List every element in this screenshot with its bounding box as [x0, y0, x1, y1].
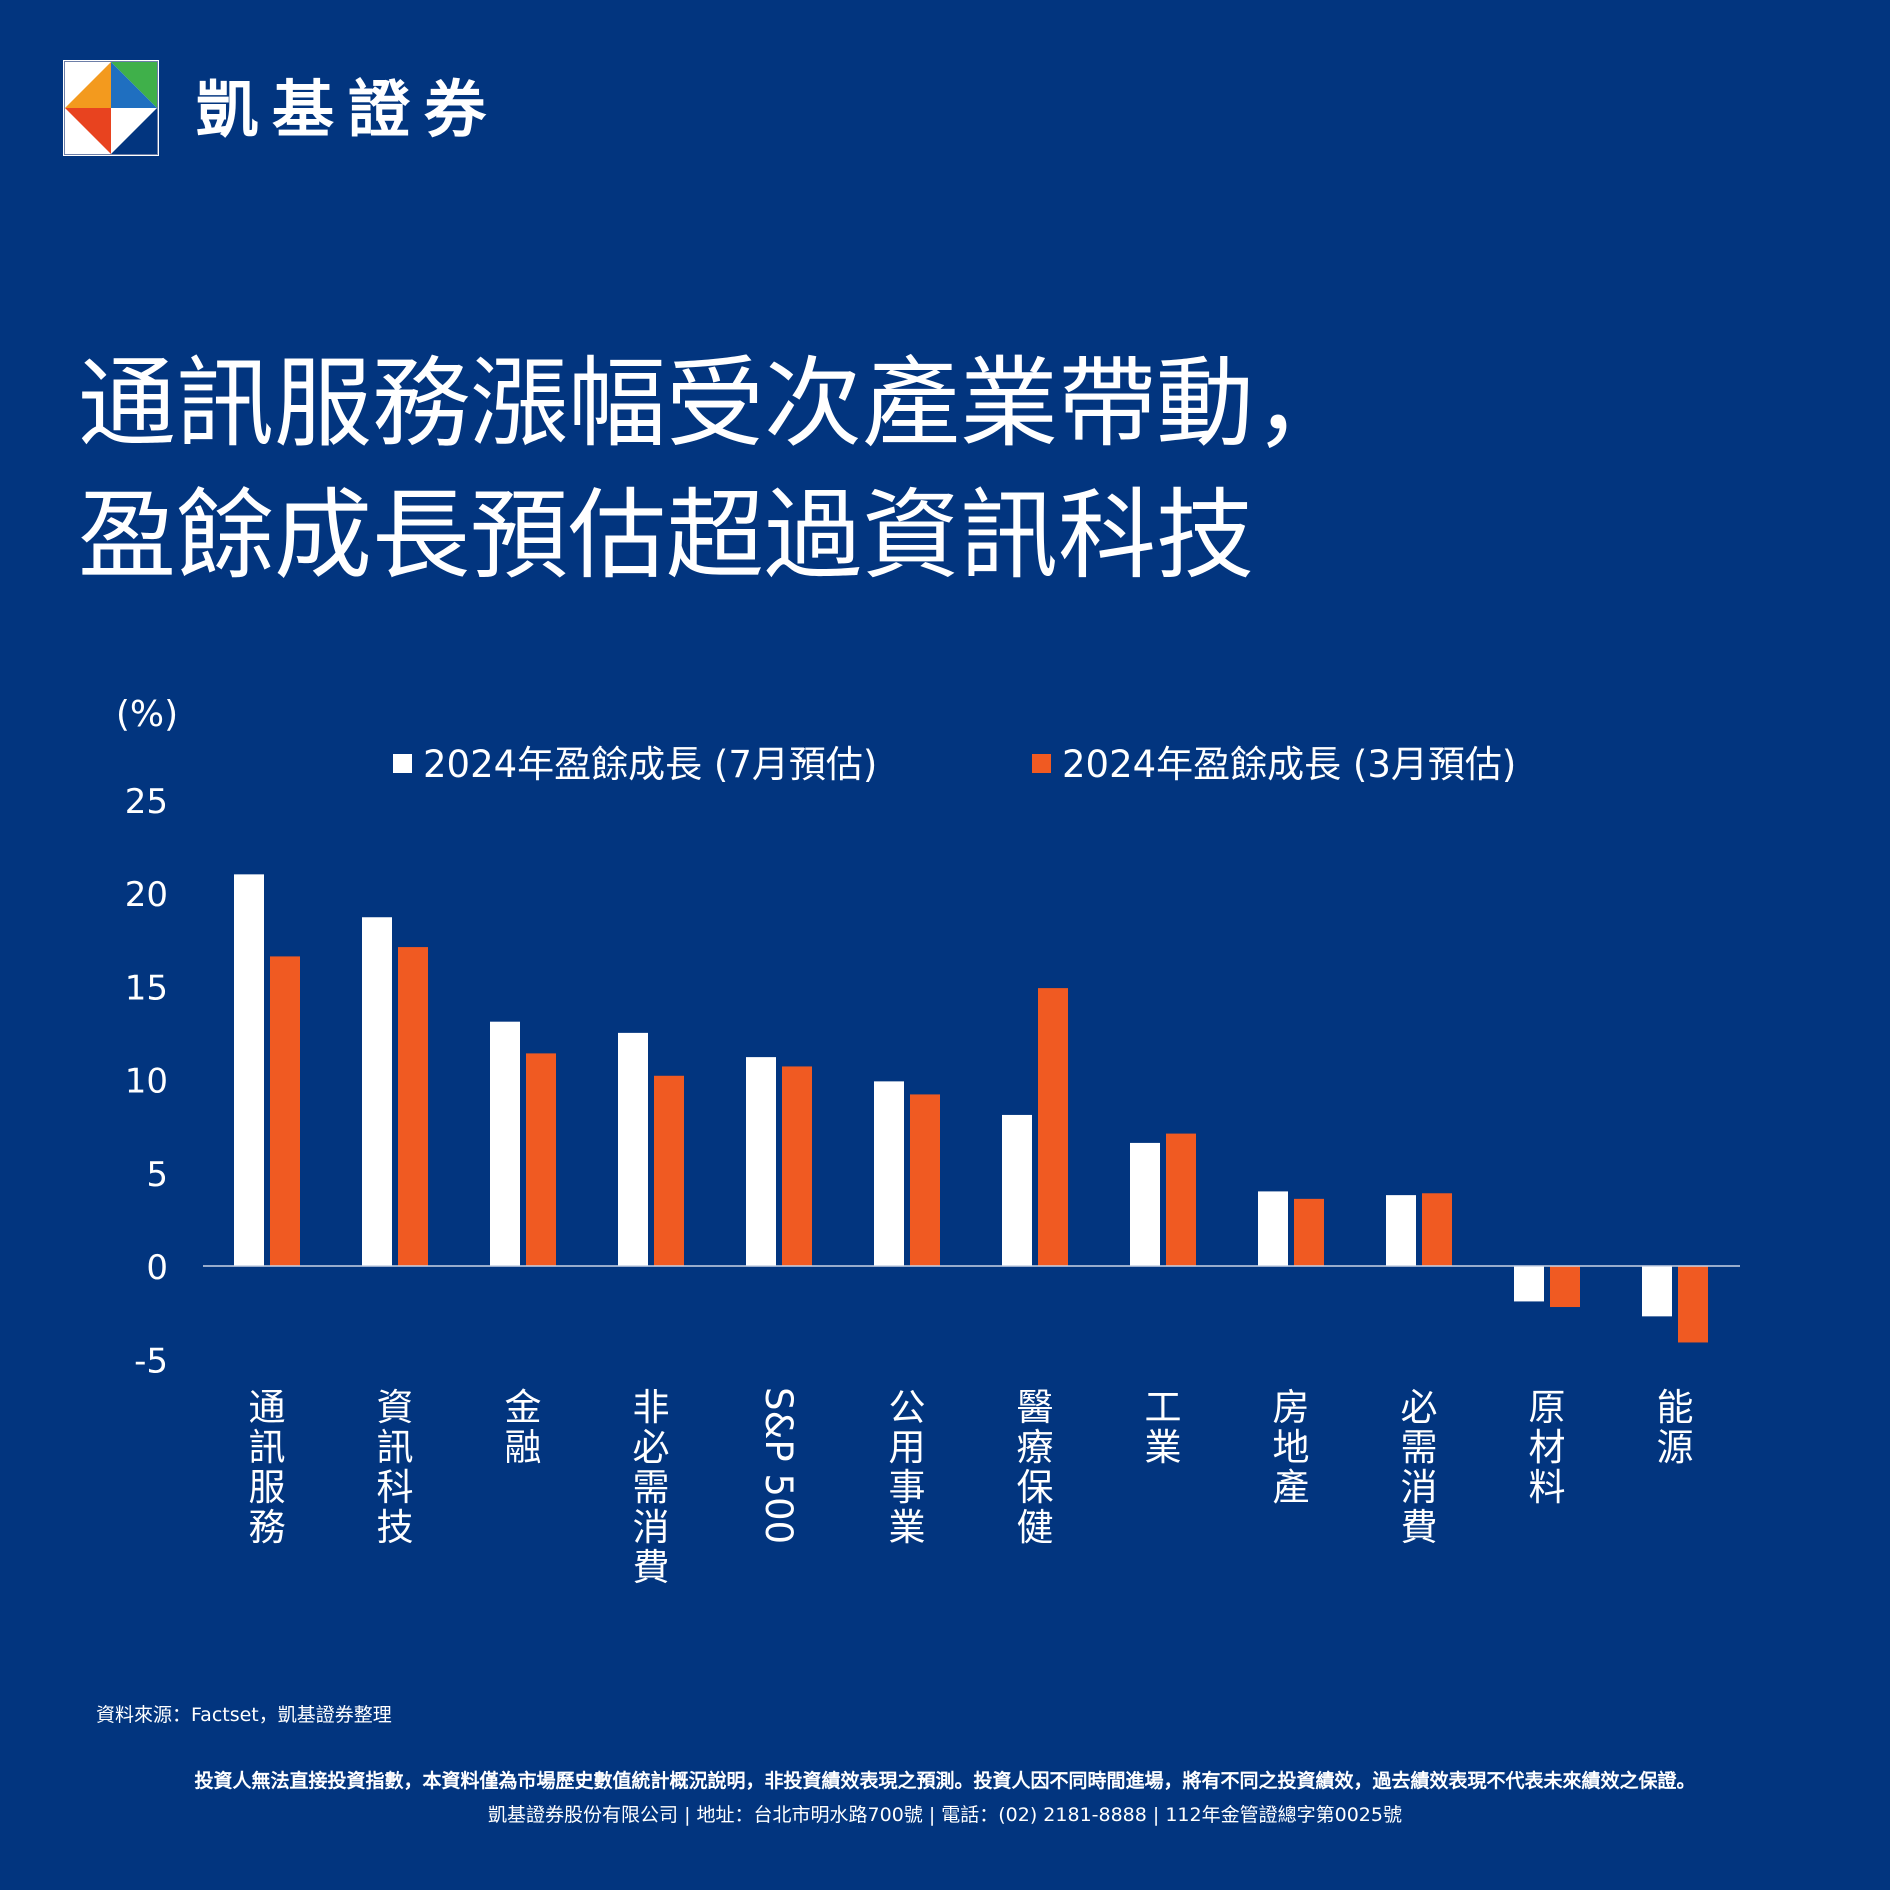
bar: [1422, 1193, 1452, 1266]
bar: [618, 1032, 648, 1266]
y-tick-label: 5: [146, 1155, 168, 1195]
bar: [1038, 988, 1068, 1266]
bar: [1166, 1133, 1196, 1266]
y-tick-label: 15: [125, 968, 168, 1008]
category-label: S&P 500: [757, 1387, 800, 1544]
headline: 通訊服務漲幅受次產業帶動， 盈餘成長預估超過資訊科技: [78, 338, 1838, 602]
bar: [1642, 1266, 1672, 1317]
y-tick-label: 25: [125, 782, 168, 822]
category-label: 金融: [505, 1386, 542, 1469]
bar: [1258, 1191, 1288, 1266]
bar: [1002, 1114, 1032, 1266]
bar: [1294, 1198, 1324, 1266]
disclaimer: 投資人無法直接投資指數，本資料僅為市場歷史數值統計概況說明，非投資績效表現之預測…: [194, 1770, 1696, 1792]
category-label: 非必需消費: [633, 1386, 670, 1589]
bar: [874, 1081, 904, 1266]
category-label: 必需消費: [1401, 1386, 1438, 1549]
company-info: 凱基證券股份有限公司 | 地址：台北市明水路700號 | 電話：(02) 218…: [488, 1804, 1402, 1826]
brand-name: 凱基證券: [196, 73, 501, 146]
category-label: 房地產: [1273, 1386, 1310, 1509]
category-label: 通訊服務: [249, 1386, 286, 1549]
bar: [1130, 1142, 1160, 1266]
y-axis-unit-label: (%): [116, 694, 178, 735]
legend-label: 2024年盈餘成長 (3月預估): [1062, 743, 1516, 786]
headline-line-1: 通訊服務漲幅受次產業帶動，: [78, 347, 1353, 461]
bar: [1514, 1266, 1544, 1302]
y-tick-label: 10: [125, 1062, 168, 1102]
category-label: 醫療保健: [1017, 1386, 1054, 1549]
category-label: 資訊科技: [377, 1386, 414, 1549]
bar: [1678, 1266, 1708, 1343]
bar: [270, 956, 300, 1266]
legend-label: 2024年盈餘成長 (7月預估): [423, 743, 877, 786]
legend-swatch: [1032, 754, 1051, 773]
bar: [1550, 1266, 1580, 1308]
bar: [654, 1075, 684, 1266]
bar: [362, 917, 392, 1266]
category-label: 能源: [1657, 1386, 1694, 1469]
category-label: 公用事業: [889, 1386, 926, 1549]
bar: [526, 1053, 556, 1266]
bar: [234, 874, 264, 1266]
source-note: 資料來源：Factset，凱基證券整理: [96, 1704, 392, 1726]
legend-swatch: [393, 754, 412, 773]
bar: [910, 1094, 940, 1266]
y-tick-label: 20: [125, 875, 168, 915]
y-tick-label: -5: [134, 1341, 168, 1381]
bar: [782, 1066, 812, 1266]
bar: [490, 1021, 520, 1266]
bar: [398, 947, 428, 1266]
bar: [746, 1057, 776, 1266]
bar: [1386, 1195, 1416, 1266]
y-tick-label: 0: [146, 1248, 168, 1288]
category-label: 工業: [1145, 1386, 1182, 1469]
category-label: 原材料: [1529, 1386, 1566, 1509]
kgi-logo-icon: [63, 60, 159, 156]
headline-line-2: 盈餘成長預估超過資訊科技: [78, 479, 1255, 593]
